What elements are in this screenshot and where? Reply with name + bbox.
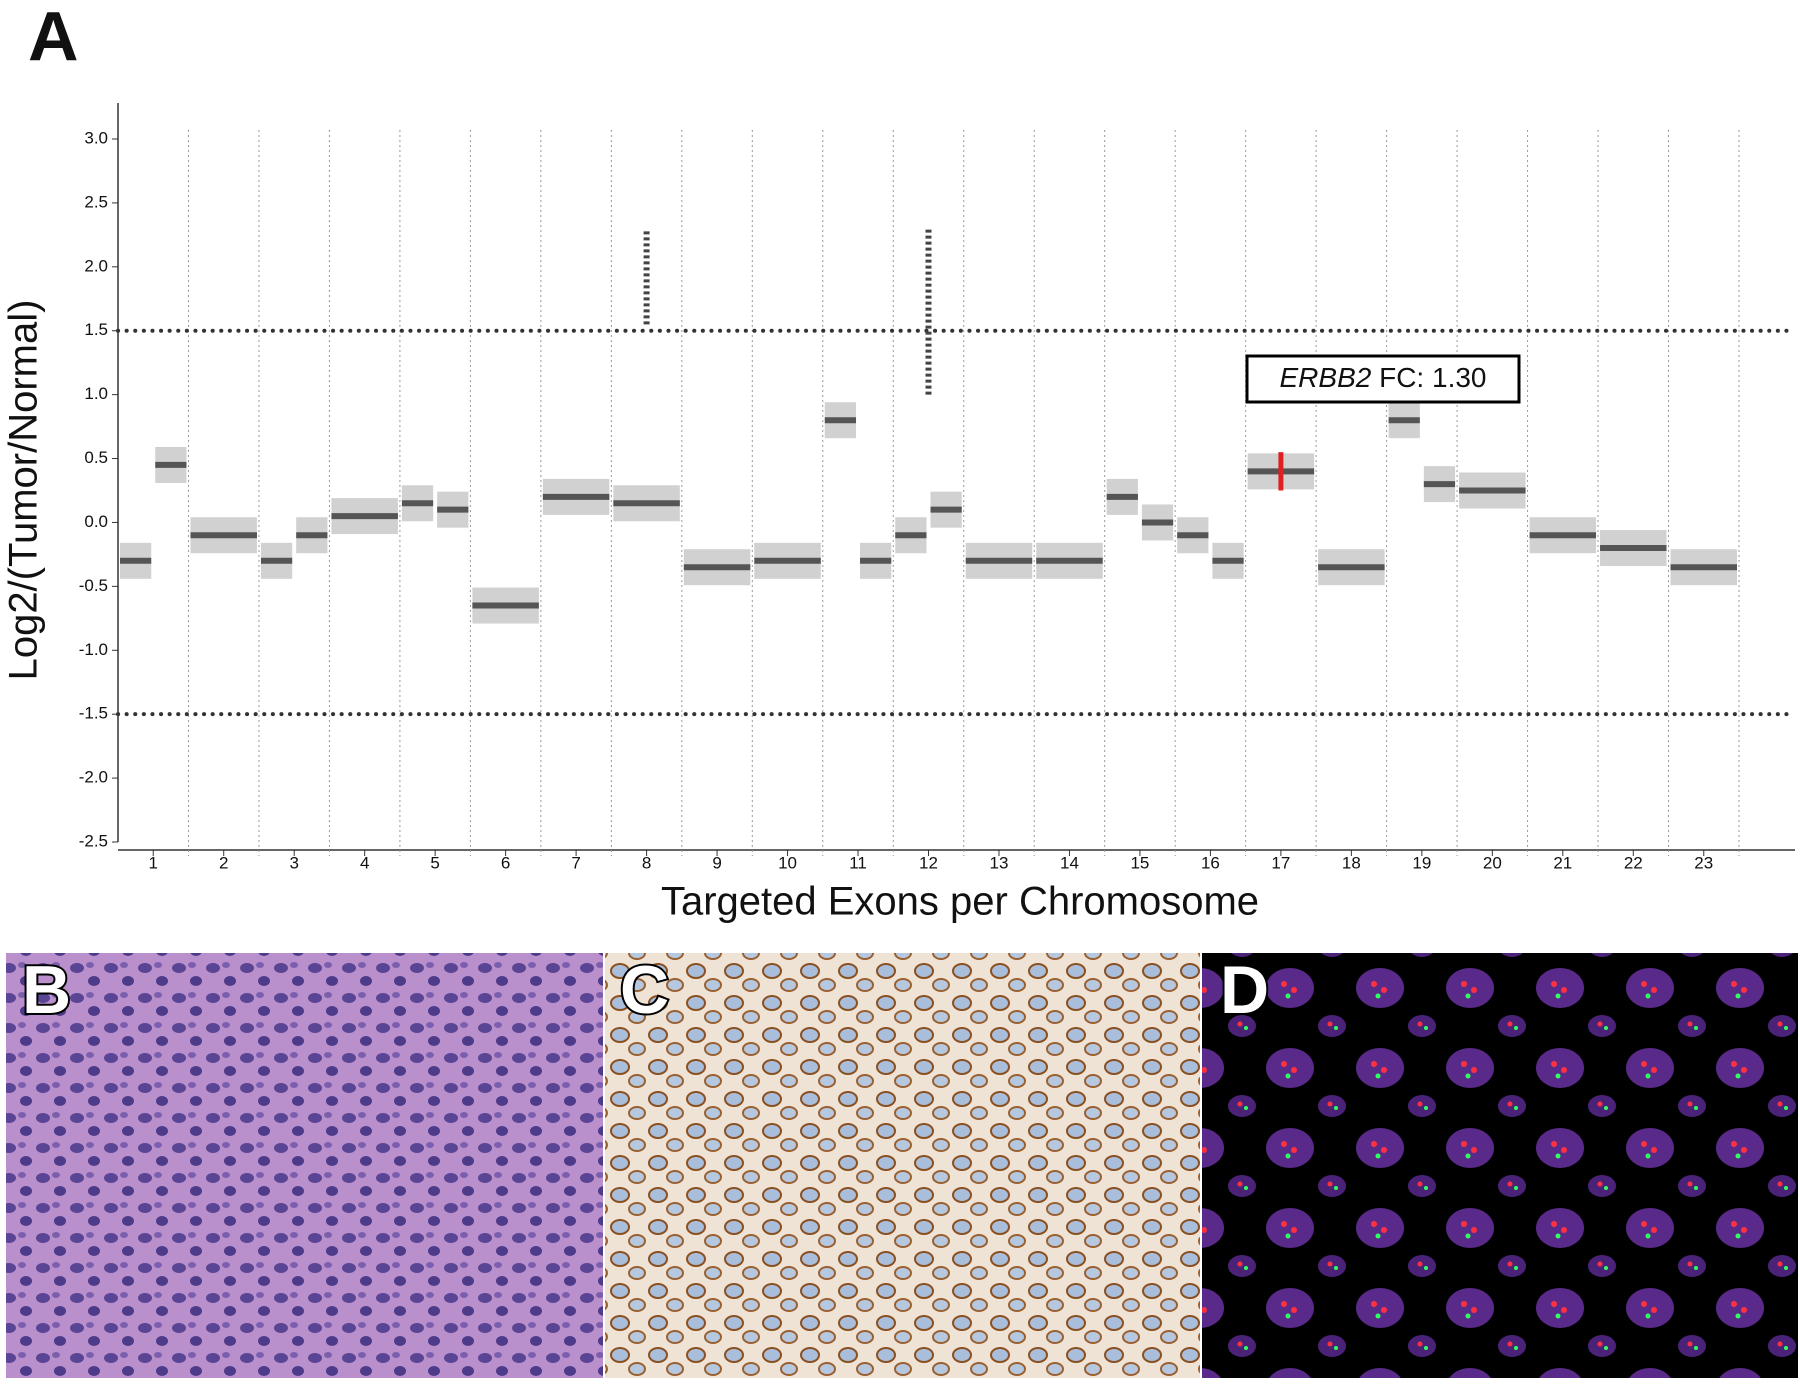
fish-image xyxy=(1202,953,1798,1378)
x-tick-label: 6 xyxy=(501,853,510,872)
x-tick-label: 2 xyxy=(219,853,228,872)
x-tick-label: 11 xyxy=(849,853,867,872)
y-tick-label: 2.5 xyxy=(84,192,108,211)
x-tick-label: 13 xyxy=(990,853,1009,872)
x-tick-label: 22 xyxy=(1624,853,1643,872)
x-axis-title: Targeted Exons per Chromosome xyxy=(661,880,1259,924)
plot-area: 3.0 2.5 2.0 1.5 1.0 0.5 0.0 -0.5 -1.0 -1.5 -2.0 -2.… xyxy=(79,103,1797,872)
y-tick-label: 1.0 xyxy=(84,384,108,403)
x-tick-label: 17 xyxy=(1271,853,1290,872)
x-tick-label: 7 xyxy=(571,853,580,872)
y-tick-label: 3.0 xyxy=(84,128,108,147)
y-tick-label: 0.5 xyxy=(84,448,108,467)
y-tick-label: -1.5 xyxy=(79,704,108,723)
x-tick-label: 19 xyxy=(1412,853,1431,872)
annotation: ERBB2 FC: 1.30 xyxy=(1280,362,1487,393)
x-tick-label: 16 xyxy=(1201,853,1220,872)
annotation-box xyxy=(1245,354,1521,404)
y-tick-label: 2.0 xyxy=(84,256,108,275)
x-tick-label: 20 xyxy=(1483,853,1502,872)
panel-label: D xyxy=(1220,952,1269,1028)
x-tick-label: 5 xyxy=(430,853,439,872)
ihc-image xyxy=(605,953,1200,1378)
x-tick-label: 18 xyxy=(1342,853,1361,872)
panel-label: C xyxy=(620,952,669,1028)
y-tick-label: 0.0 xyxy=(84,512,108,531)
annotation-label: FC: 1.30 xyxy=(1379,362,1486,393)
y-tick-label: -2.5 xyxy=(79,831,108,850)
x-tick-label: 21 xyxy=(1553,853,1572,872)
x-tick-label: 15 xyxy=(1130,853,1149,872)
y-tick-label: 1.5 xyxy=(84,320,108,339)
x-tick-label: 12 xyxy=(919,853,938,872)
x-tick-label: 9 xyxy=(712,853,721,872)
y-tick-label: -1.0 xyxy=(79,640,108,659)
x-tick-label: 1 xyxy=(149,853,158,872)
x-tick-label: 14 xyxy=(1060,853,1079,872)
he-image xyxy=(6,953,603,1378)
annotation-gene: ERBB2 xyxy=(1280,362,1372,393)
y-tick-label: -2.0 xyxy=(79,768,108,787)
panel-label: A xyxy=(28,0,79,75)
panel-label: B xyxy=(22,952,71,1028)
y-tick-label: -0.5 xyxy=(79,576,108,595)
x-tick-label: 10 xyxy=(778,853,797,872)
y-axis-title: Log2/(Tumor/Normal) xyxy=(2,300,46,681)
x-tick-label: 4 xyxy=(360,853,369,872)
x-tick-label: 8 xyxy=(642,853,651,872)
x-tick-label: 23 xyxy=(1694,853,1713,872)
x-tick-label: 3 xyxy=(289,853,298,872)
